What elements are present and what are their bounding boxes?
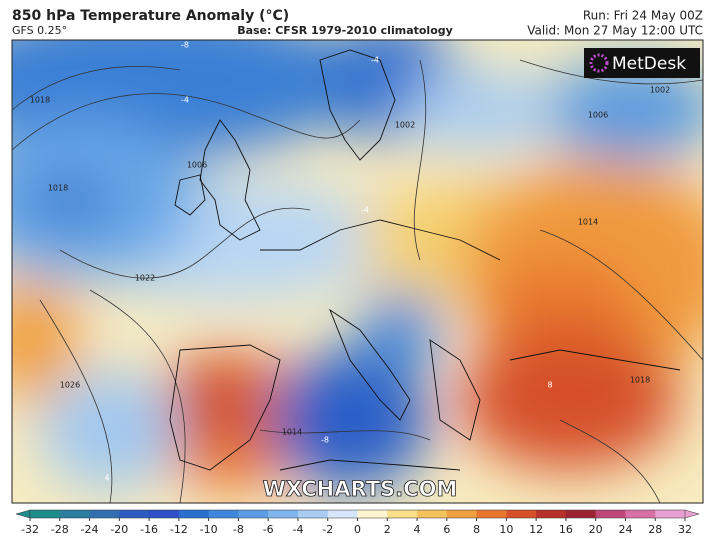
contour-label: 1018 <box>630 376 650 385</box>
colorbar-end <box>15 509 31 519</box>
colorbar-segment <box>327 510 358 518</box>
colorbar-tick-label: 2 <box>384 523 391 536</box>
title: 850 hPa Temperature Anomaly (°C) <box>12 8 289 24</box>
colorbar-tick-label: -16 <box>140 523 158 536</box>
colorbar-tick-label: 4 <box>414 523 421 536</box>
colorbar: -32 -28 -24 -20 -16 -12 -10 -8 -6 -4 -2 0 2 4 6 8 10 12 16… <box>15 509 700 536</box>
run: Run: Fri 24 May 00Z <box>583 9 703 23</box>
contour-label: -4 <box>181 96 189 105</box>
colorbar-segment <box>387 510 418 518</box>
logo-icon <box>589 53 609 73</box>
contour-label: 4 <box>104 474 109 483</box>
colorbar-tick-label: 28 <box>648 523 662 536</box>
contour-label: 1002 <box>650 86 670 95</box>
colorbar-tick-label: 12 <box>529 523 543 536</box>
isobars <box>12 59 703 503</box>
model: GFS 0.25° <box>12 24 67 37</box>
colorbar-segment <box>506 510 537 518</box>
contour-label: -8 <box>181 41 189 50</box>
colorbar-segment <box>476 510 507 518</box>
colorbar-tick-label: 16 <box>559 523 573 536</box>
contour-label: -4 <box>361 206 369 215</box>
colorbar-segment <box>655 510 686 518</box>
colorbar-tick-label: 20 <box>589 523 603 536</box>
colorbar-segment <box>89 510 120 518</box>
contour-labels: 1018 1018 1006 1022 1026 1014 1002 1006 1014 1018… <box>30 41 670 483</box>
colorbar-segment <box>417 510 448 518</box>
colorbar-segment <box>30 510 61 518</box>
colorbar-tick-label: 0 <box>354 523 361 536</box>
colorbar-segment <box>625 510 656 518</box>
valid: Valid: Mon 27 May 12:00 UTC <box>527 24 703 38</box>
colorbar-segment <box>565 510 597 518</box>
colorbar-tick-label: -4 <box>292 523 303 536</box>
colorbar-segment <box>595 510 626 518</box>
coastlines <box>169 49 681 471</box>
colorbar-segment <box>59 510 91 518</box>
colorbar-tick-label: -8 <box>233 523 244 536</box>
contour-label: 1018 <box>48 184 68 193</box>
colorbar-segment <box>178 510 210 518</box>
colorbar-segment <box>208 510 239 518</box>
colorbar-tick-label: 6 <box>443 523 450 536</box>
colorbar-segment <box>357 510 388 518</box>
colorbar-segment <box>149 510 180 518</box>
map: 1018 1018 1006 1022 1026 1014 1002 1006 1014 1018… <box>12 40 703 503</box>
colorbar-tick-label: -6 <box>263 523 274 536</box>
contour-label: 1014 <box>282 428 302 437</box>
contour-label: 1018 <box>30 96 50 105</box>
colorbar-segment <box>238 510 269 518</box>
colorbar-tick-label: -10 <box>200 523 218 536</box>
watermark: WXCHARTS.COM <box>263 477 458 501</box>
colorbar-tick-label: 8 <box>473 523 480 536</box>
contour-label: 1014 <box>578 218 598 227</box>
map-frame <box>11 39 704 504</box>
logo-box <box>584 48 700 78</box>
colorbar-tick-label: -20 <box>110 523 128 536</box>
colorbar-tick-label: -24 <box>81 523 99 536</box>
contour-label: 1026 <box>60 381 80 390</box>
colorbar-segment <box>119 510 150 518</box>
colorbar-tick-label: -32 <box>21 523 39 536</box>
colorbar-segment <box>268 510 299 518</box>
colorbar-end <box>684 509 700 519</box>
base: Base: CFSR 1979-2010 climatology <box>237 24 453 37</box>
colorbar-tick-label: 32 <box>678 523 692 536</box>
colorbar-tick-label: -28 <box>51 523 69 536</box>
logo: MetDesk <box>612 54 686 74</box>
contour-label: 1006 <box>588 111 608 120</box>
contour-label: 8 <box>547 381 552 390</box>
colorbar-segment <box>536 510 567 518</box>
contour-label: 1022 <box>135 274 155 283</box>
colorbar-tick-label: 10 <box>499 523 513 536</box>
colorbar-tick-label: 24 <box>618 523 632 536</box>
colorbar-segment <box>446 510 478 518</box>
contour-label: 1002 <box>395 121 415 130</box>
contour-label: 1006 <box>187 161 207 170</box>
colorbar-tick-label: -2 <box>322 523 333 536</box>
contour-label: -8 <box>321 436 329 445</box>
colorbar-segment <box>297 510 329 518</box>
contour-label: -4 <box>371 56 379 65</box>
colorbar-tick-label: -12 <box>170 523 188 536</box>
